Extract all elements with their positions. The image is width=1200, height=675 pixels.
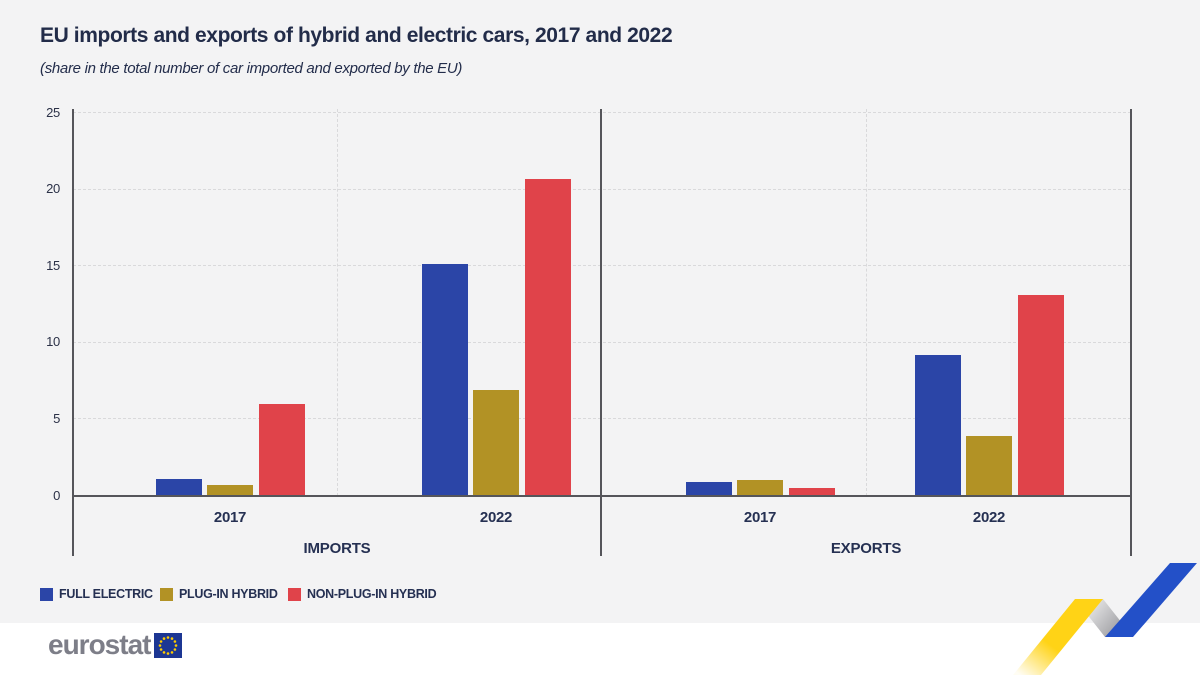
y-tick-label-15: 15 [46, 257, 60, 273]
bar-plug-in-hybrid-exports-2022 [966, 435, 1012, 496]
plot-right-border [1130, 109, 1132, 556]
y-gridline-10 [73, 341, 1131, 343]
legend-item-non-plug-in-hybrid: NON-PLUG-IN HYBRID [288, 586, 437, 602]
y-tick-label-20: 20 [46, 181, 60, 197]
x-label-exports-2022: 2022 [972, 509, 1006, 526]
y-gridline-20 [73, 188, 1131, 190]
panel-label-imports: IMPORTS [303, 540, 371, 557]
y-tick-label-0: 0 [53, 487, 60, 503]
legend-label-full-electric: FULL ELECTRIC [59, 587, 153, 601]
bar-plug-in-hybrid-imports-2022 [473, 389, 519, 496]
y-gridline-15 [73, 265, 1131, 267]
legend-label-non-plug-in-hybrid: NON-PLUG-IN HYBRID [307, 587, 437, 601]
y-gridline-25 [73, 112, 1131, 114]
panel-center-gridline-imports [337, 109, 338, 496]
eu-flag-icon [154, 632, 183, 658]
panel-label-exports: EXPORTS [830, 540, 902, 557]
bar-non-plug-in-hybrid-imports-2022 [524, 178, 571, 496]
legend-item-full-electric: FULL ELECTRIC [40, 586, 153, 602]
legend-swatch-non-plug-in-hybrid [288, 587, 301, 601]
legend-item-plug-in-hybrid: PLUG-IN HYBRID [160, 586, 278, 602]
footer: eurostat [0, 623, 1200, 675]
bar-plug-in-hybrid-imports-2017 [207, 484, 253, 496]
bar-non-plug-in-hybrid-imports-2017 [258, 403, 305, 496]
panel-center-gridline-exports [866, 109, 867, 496]
y-tick-label-5: 5 [53, 410, 60, 426]
bar-full-electric-exports-2022 [914, 354, 961, 496]
y-axis-line [72, 109, 74, 556]
legend-swatch-plug-in-hybrid [160, 587, 173, 601]
legend-swatch-full-electric [40, 587, 53, 601]
x-label-exports-2017: 2017 [743, 509, 777, 526]
bar-non-plug-in-hybrid-exports-2022 [1017, 294, 1064, 496]
x-axis-line [73, 494, 1131, 497]
y-gridline-5 [73, 418, 1131, 420]
page-title: EU imports and exports of hybrid and ele… [40, 24, 673, 47]
legend-label-plug-in-hybrid: PLUG-IN HYBRID [179, 587, 278, 601]
bar-full-electric-imports-2017 [155, 478, 202, 496]
y-tick-label-25: 25 [46, 104, 60, 120]
bar-full-electric-exports-2017 [685, 481, 732, 496]
y-tick-label-10: 10 [46, 334, 60, 350]
x-label-imports-2022: 2022 [479, 509, 513, 526]
page-subtitle: (share in the total number of car import… [40, 60, 463, 77]
eurostat-logo-text: eurostat [48, 629, 151, 660]
x-label-imports-2017: 2017 [213, 509, 247, 526]
bar-non-plug-in-hybrid-exports-2017 [788, 487, 835, 496]
panel-divider-line [600, 109, 602, 556]
eurostat-logo: eurostat [48, 629, 183, 660]
bar-full-electric-imports-2022 [421, 264, 468, 496]
bar-plug-in-hybrid-exports-2017 [737, 480, 783, 496]
